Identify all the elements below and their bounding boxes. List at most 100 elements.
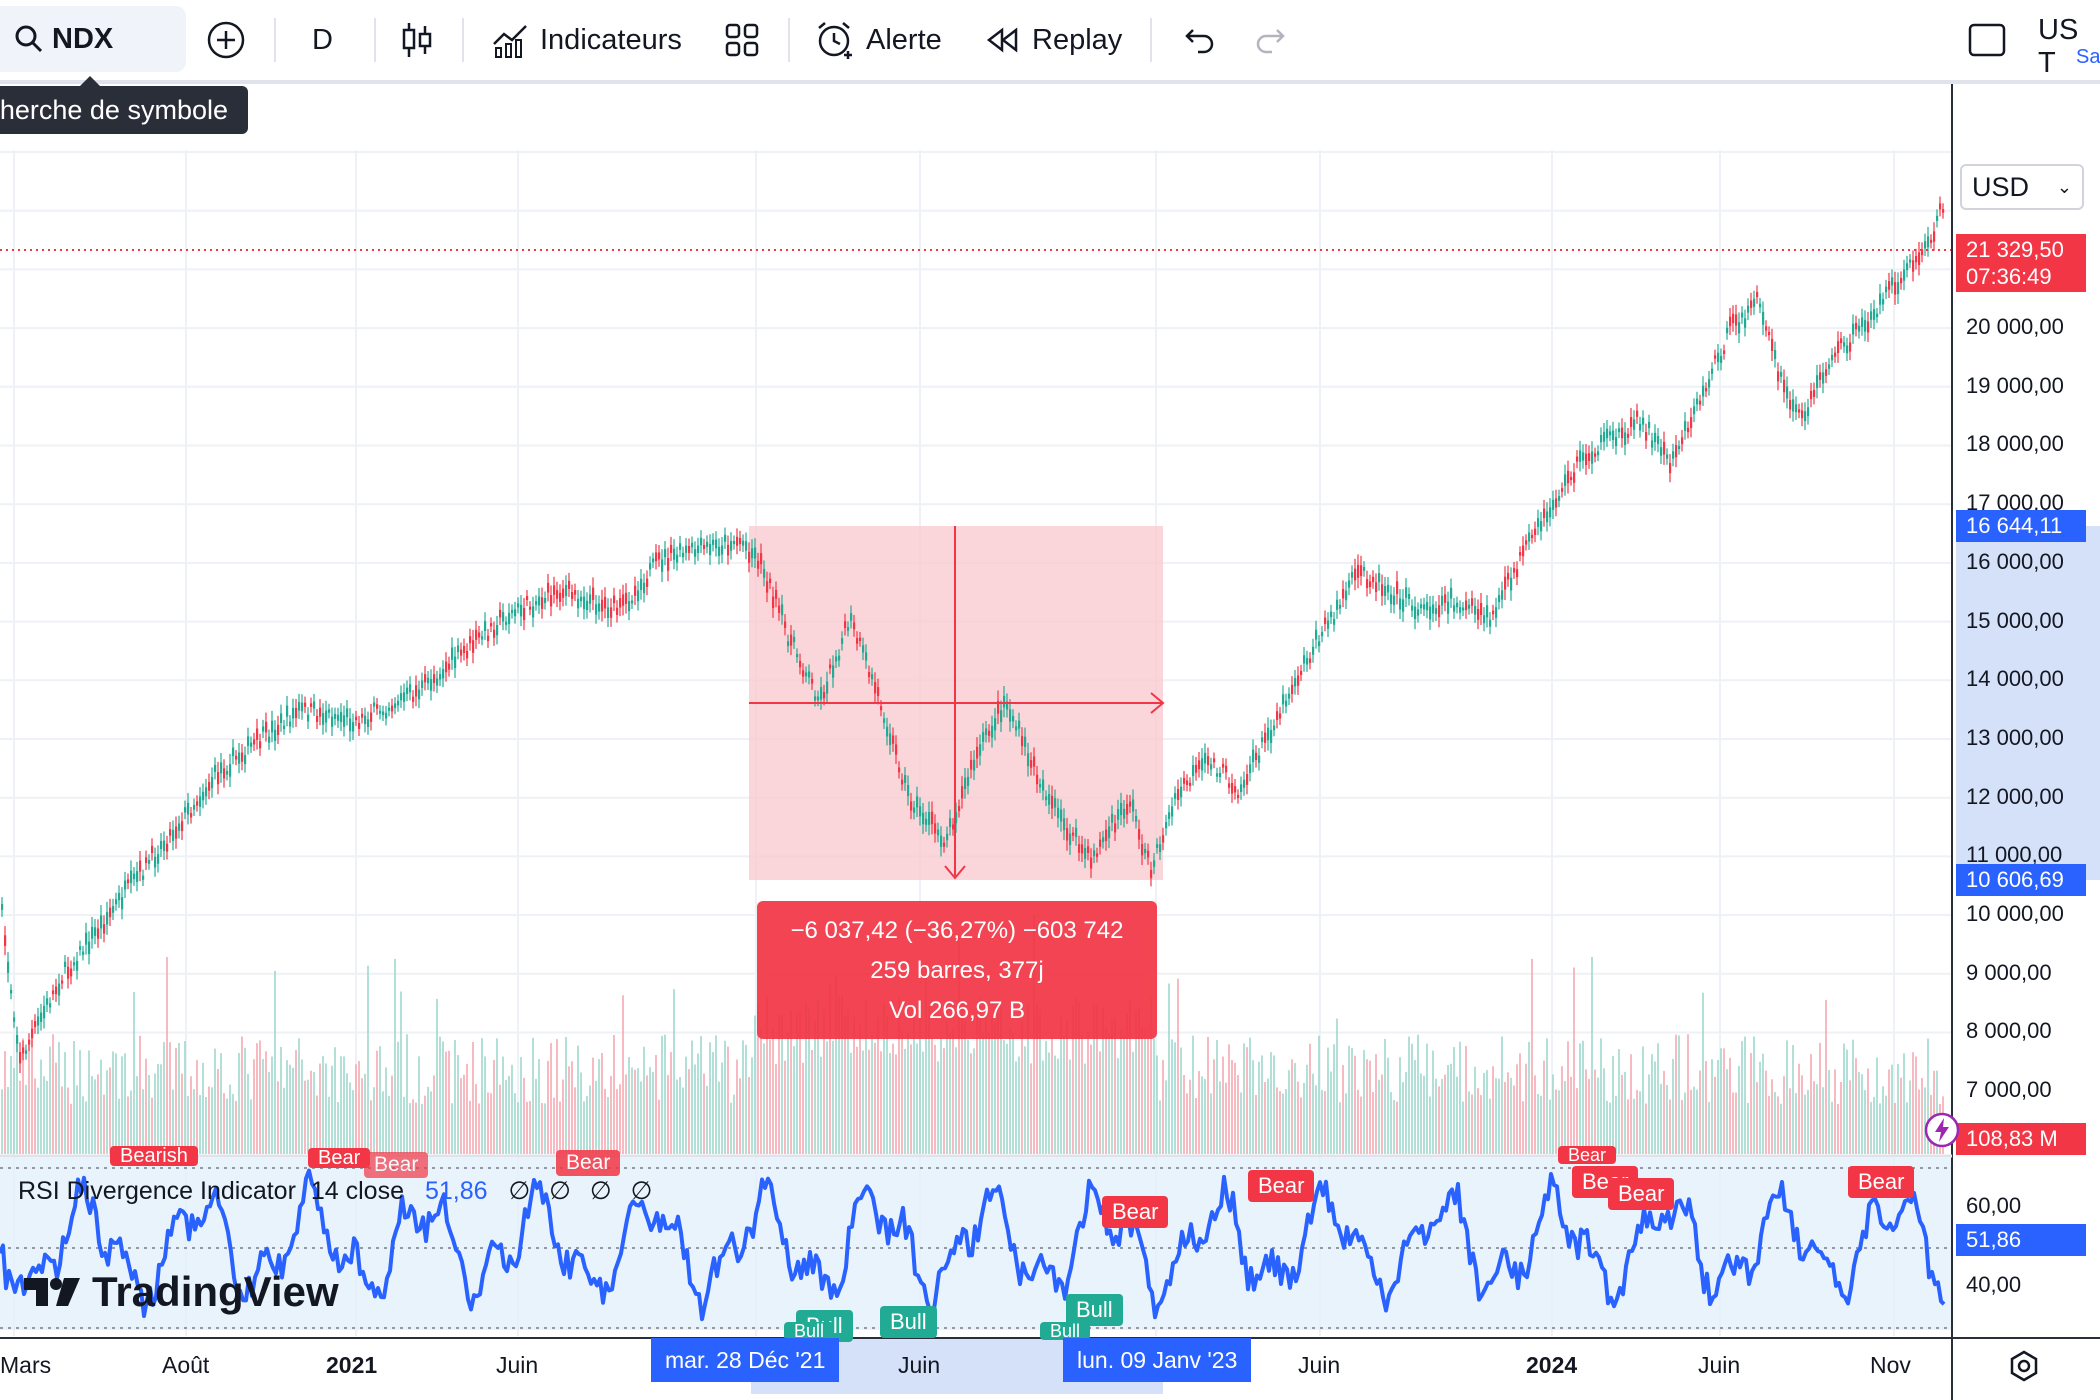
candle-body (1687, 427, 1690, 433)
candle-body (1897, 282, 1900, 295)
candle-body (328, 709, 331, 713)
candle-body (1246, 774, 1249, 785)
candle-body (1240, 784, 1243, 792)
settings-icon[interactable] (2006, 1348, 2042, 1384)
candle-body (832, 665, 835, 678)
candle-body (1219, 772, 1222, 778)
candle-body (1354, 568, 1357, 581)
candle-body (1129, 801, 1132, 807)
candle-body (469, 636, 472, 644)
candle-body (1225, 765, 1228, 773)
rsi-legend[interactable]: RSI Divergence Indicator 14 close 51,86 … (18, 1176, 658, 1206)
candle-body (703, 544, 706, 549)
toolbar-divider (788, 18, 790, 62)
fullscreen-button[interactable] (1966, 0, 2008, 80)
tradingview-logo-text: TradingView (92, 1268, 339, 1315)
undo-icon (1185, 29, 1214, 54)
candle-body (1759, 303, 1762, 308)
candle-body (1441, 595, 1444, 606)
candle-body (376, 704, 379, 709)
range-start-date-tag: mar. 28 Déc '21 (651, 1338, 840, 1382)
candle-body (1045, 796, 1048, 801)
candle-body (1639, 423, 1642, 431)
candle-body (511, 609, 514, 614)
candle-body (106, 912, 109, 925)
candle-body (1216, 773, 1219, 777)
price-axis-label: 8 000,00 (1966, 1018, 2052, 1044)
candle-body (259, 741, 262, 749)
replay-button[interactable]: Replay (986, 0, 1122, 80)
lightning-icon[interactable] (1924, 1112, 1960, 1148)
candle-body (88, 941, 91, 955)
candle-body (1207, 756, 1210, 766)
candle-body (1339, 604, 1342, 609)
candle-body (835, 656, 838, 662)
interval-button[interactable]: D (312, 0, 333, 80)
candle-body (826, 681, 829, 694)
candle-body (343, 715, 346, 727)
compare-symbol-button[interactable] (206, 0, 246, 80)
candle-body (55, 986, 58, 995)
candle-body (295, 707, 298, 719)
candle-body (160, 841, 163, 850)
tradingview-logo[interactable]: TradingView (22, 1268, 339, 1316)
candle-body (817, 696, 820, 701)
candle-body (1849, 342, 1852, 352)
candle-body (1102, 837, 1105, 843)
candle-body (1603, 431, 1606, 442)
candle-body (1885, 286, 1888, 293)
chart-type-button[interactable] (400, 0, 434, 80)
candle-body (361, 713, 364, 718)
candle-body (1756, 291, 1759, 298)
candle-body (1816, 375, 1819, 388)
candle-body (610, 607, 613, 618)
candle-body (1012, 715, 1015, 722)
candle-body (364, 715, 367, 725)
candle-body (1363, 567, 1366, 571)
candle-body (412, 696, 415, 702)
candle-body (1741, 312, 1744, 318)
candle-body (424, 674, 427, 683)
rsi-placeholders: ∅ ∅ ∅ ∅ (508, 1177, 659, 1205)
candle-body (253, 739, 256, 745)
alert-button[interactable]: Alerte (814, 0, 942, 80)
candle-body (61, 980, 64, 984)
candle-body (1504, 576, 1507, 590)
rsi-line (0, 1168, 1946, 1322)
candle-body (1474, 606, 1477, 615)
candle-body (1186, 780, 1189, 786)
indicators-button[interactable]: Indicateurs (490, 0, 682, 80)
candle-body (844, 621, 847, 629)
candle-body (1024, 736, 1027, 747)
candle-body (568, 580, 571, 589)
candle-body (1633, 419, 1636, 430)
candle-body (1417, 609, 1420, 616)
candle-body (1072, 832, 1075, 836)
candle-body (418, 689, 421, 700)
candle-body (1054, 798, 1057, 808)
candle-body (154, 856, 157, 868)
candle-body (1123, 808, 1126, 819)
candle-body (796, 653, 799, 658)
candle-body (1564, 474, 1567, 486)
candle-body (1162, 835, 1165, 843)
undo-button[interactable] (1180, 0, 1216, 80)
candle-body (1912, 260, 1915, 272)
last-price-value: 21 329,50 (1966, 237, 2064, 262)
redo-button[interactable] (1254, 0, 1290, 80)
templates-button[interactable] (722, 0, 762, 80)
candle-body (226, 771, 229, 775)
candle-body (1093, 850, 1096, 857)
candle-body (28, 1039, 31, 1045)
candle-body (1000, 710, 1003, 723)
candle-body (220, 762, 223, 774)
symbol-search-button[interactable]: NDX (0, 6, 186, 72)
candle-body (1237, 794, 1240, 799)
candle-body (1711, 368, 1714, 374)
candle-body (1009, 709, 1012, 722)
candle-body (565, 584, 568, 597)
candle-body (1567, 470, 1570, 484)
time-label: Mars (0, 1352, 52, 1378)
currency-select[interactable]: USD ⌄ (1960, 164, 2084, 210)
candle-body (1903, 269, 1906, 281)
